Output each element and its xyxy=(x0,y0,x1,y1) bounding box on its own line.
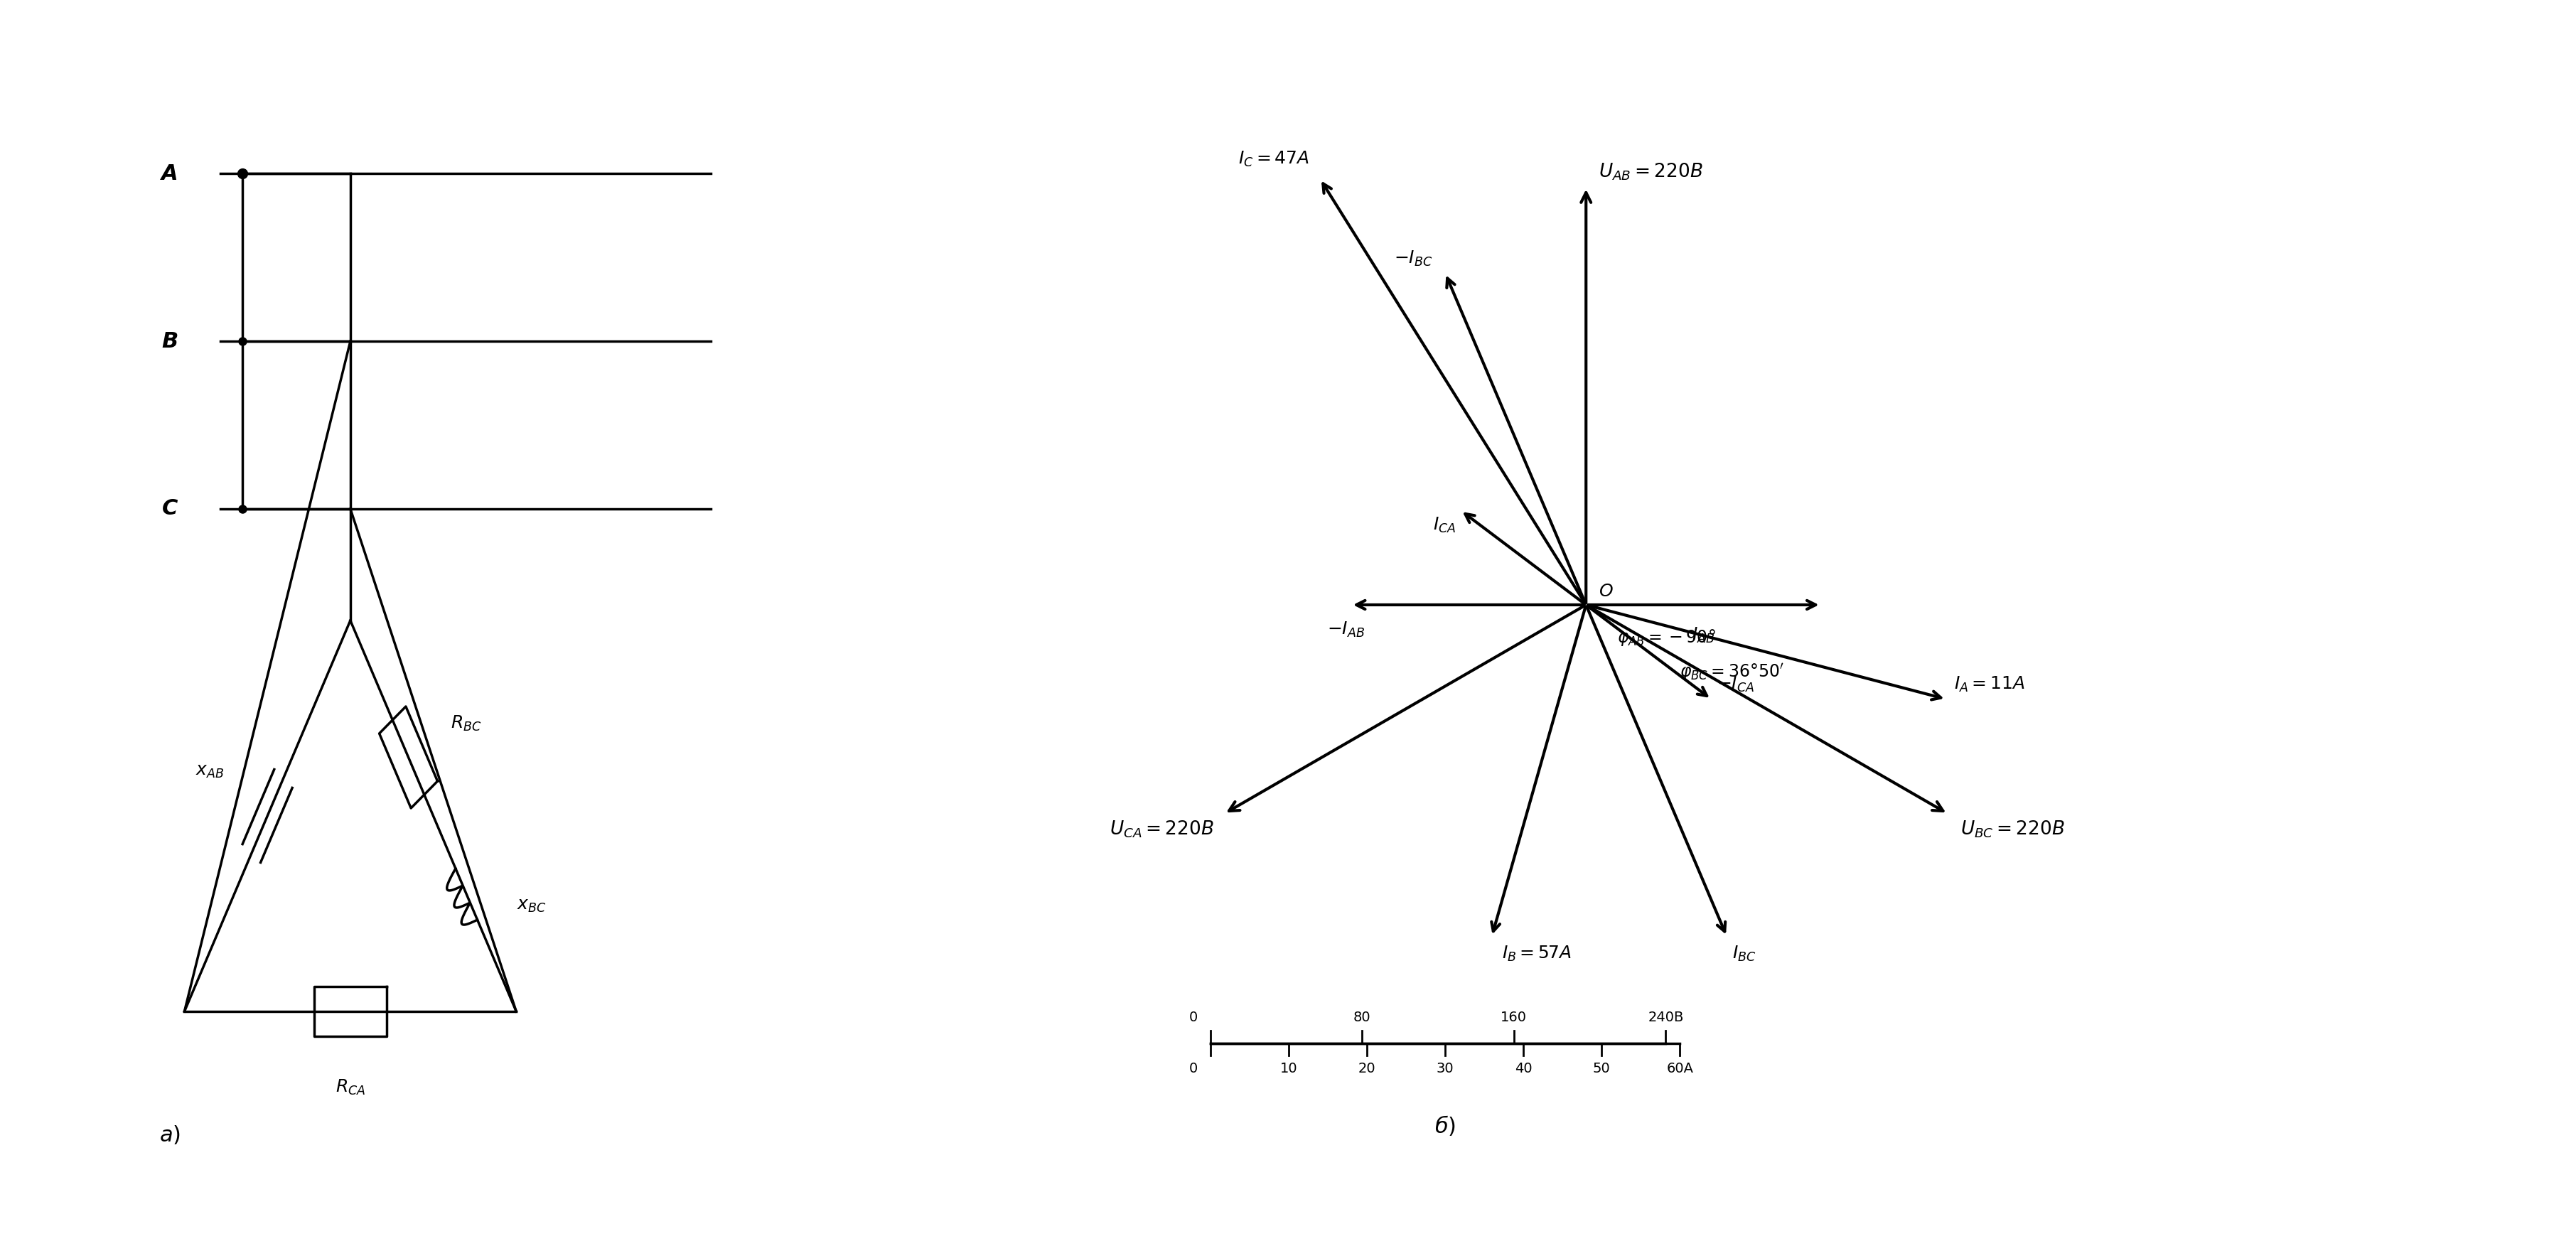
Text: $U_{CA}=220B$: $U_{CA}=220B$ xyxy=(1110,819,1213,839)
Text: $I_A=11A$: $I_A=11A$ xyxy=(1955,675,2025,694)
Text: 30: 30 xyxy=(1437,1062,1453,1076)
Text: 240B: 240B xyxy=(1649,1011,1685,1025)
Text: $O$: $O$ xyxy=(1600,582,1613,599)
Text: $R_{CA}$: $R_{CA}$ xyxy=(335,1078,366,1097)
Text: $а)$: $а)$ xyxy=(160,1123,180,1145)
Text: 160: 160 xyxy=(1502,1011,1528,1025)
Text: $x_{AB}$: $x_{AB}$ xyxy=(196,763,224,779)
Text: B: B xyxy=(162,331,178,351)
Text: $б)$: $б)$ xyxy=(1435,1113,1455,1137)
Text: $x_{BC}$: $x_{BC}$ xyxy=(518,897,546,913)
Text: $I_C=47A$: $I_C=47A$ xyxy=(1239,150,1309,169)
Text: 10: 10 xyxy=(1280,1062,1298,1076)
Text: 0: 0 xyxy=(1190,1062,1198,1076)
Text: $-I_{CA}$: $-I_{CA}$ xyxy=(1716,675,1754,694)
Text: 40: 40 xyxy=(1515,1062,1533,1076)
Text: $I_{CA}$: $I_{CA}$ xyxy=(1432,516,1455,535)
Text: 80: 80 xyxy=(1352,1011,1370,1025)
Text: $-I_{AB}$: $-I_{AB}$ xyxy=(1327,620,1365,639)
Text: 50: 50 xyxy=(1592,1062,1610,1076)
Text: $U_{BC}=220B$: $U_{BC}=220B$ xyxy=(1960,819,2063,839)
Text: $I_{BC}$: $I_{BC}$ xyxy=(1731,944,1757,963)
Text: 20: 20 xyxy=(1358,1062,1376,1076)
Text: $\varphi_{BC}=36°50'$: $\varphi_{BC}=36°50'$ xyxy=(1680,663,1785,683)
Text: 0: 0 xyxy=(1190,1011,1198,1025)
Text: A: A xyxy=(162,164,178,184)
Text: $U_{AB}=220B$: $U_{AB}=220B$ xyxy=(1600,161,1703,182)
Text: $I_B=57A$: $I_B=57A$ xyxy=(1502,944,1571,963)
Text: 60A: 60A xyxy=(1667,1062,1692,1076)
Text: $\varphi_{AB}=-90°$: $\varphi_{AB}=-90°$ xyxy=(1618,628,1716,648)
Text: $R_{BC}$: $R_{BC}$ xyxy=(451,715,482,733)
Text: $I_{AB}$: $I_{AB}$ xyxy=(1692,625,1716,644)
Text: C: C xyxy=(162,499,178,519)
Text: $-I_{BC}$: $-I_{BC}$ xyxy=(1394,249,1432,268)
